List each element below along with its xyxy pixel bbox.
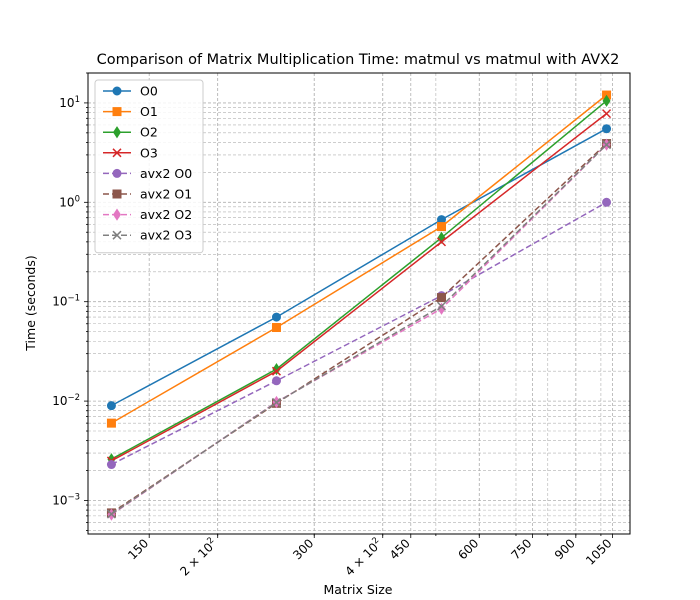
x-tick-label: 750 (508, 536, 534, 562)
legend-marker (112, 168, 122, 178)
legend-item: O1 (103, 104, 158, 119)
marker-stroke (436, 237, 447, 247)
plot-frame (87, 72, 631, 535)
legend-label: avx2 O2 (140, 207, 192, 222)
series-line (111, 201, 607, 466)
legend-item: O0 (103, 84, 158, 99)
data-point (271, 323, 281, 333)
legend-label: avx2 O3 (140, 228, 192, 243)
y-tick-label-exponent: −3 (67, 492, 80, 502)
y-tick-label: 10−3 (52, 492, 80, 507)
legend-item: avx2 O3 (103, 228, 192, 243)
marker-stroke (271, 397, 282, 407)
data-point (271, 366, 282, 376)
y-tick-label: 10−2 (52, 393, 80, 408)
y-tick-label: 10−1 (52, 294, 80, 309)
legend-marker (112, 189, 122, 199)
legend-label: O2 (140, 125, 158, 140)
series-o0 (106, 124, 612, 411)
data-point (271, 376, 281, 386)
data-point (106, 460, 116, 470)
data-point (436, 301, 447, 311)
legend-item: O2 (103, 125, 158, 140)
legend-item: avx2 O2 (103, 207, 192, 222)
x-tick-label: 2 × 102 (177, 536, 220, 579)
data-point (602, 140, 612, 150)
x-tick-label: 450 (387, 536, 413, 562)
y-tick-label: 101 (59, 95, 80, 110)
legend-marker (113, 126, 121, 139)
x-tick-label-exponent: 2 (205, 536, 216, 547)
data-point (437, 293, 447, 303)
legend-marker (112, 148, 122, 158)
y-tick-label-exponent: 0 (75, 194, 80, 204)
y-tick-label-exponent: 1 (75, 95, 80, 105)
legend-label: avx2 O1 (140, 187, 192, 202)
x-tick-label-exponent: 2 (370, 536, 381, 547)
x-axis-label: Matrix Size (324, 582, 393, 597)
y-tick-label-exponent: −1 (67, 294, 80, 304)
x-tick-label: 1050 (583, 536, 614, 567)
grid (88, 72, 630, 534)
chart-title: Comparison of Matrix Multiplication Time… (97, 52, 620, 68)
marker-stroke (112, 148, 122, 158)
marker-stroke (436, 301, 447, 311)
marker-stroke (602, 109, 612, 119)
legend-item: O3 (103, 145, 158, 160)
data-point (437, 222, 447, 232)
legend-marker (112, 107, 122, 117)
legend: O0 O1 O2 O3 avx2 O0 avx2 O1 avx2 O2 avx2 O3 (94, 79, 204, 254)
data-point (602, 124, 612, 134)
data-point (271, 312, 281, 322)
legend-label: O1 (140, 104, 158, 119)
data-point (106, 401, 116, 411)
marker-stroke (112, 230, 122, 240)
data-point (602, 109, 612, 119)
series-line (111, 113, 607, 462)
data-point (436, 237, 447, 247)
legend-label: O3 (140, 145, 158, 160)
x-tick-label: 600 (455, 536, 481, 562)
marker-stroke (271, 366, 282, 376)
legend-box (94, 79, 204, 254)
legend-marker (112, 230, 122, 240)
legend-marker (113, 208, 121, 221)
data-point (602, 94, 611, 107)
legend-item: avx2 O1 (103, 187, 192, 202)
y-tick-label-exponent: −2 (67, 393, 80, 403)
x-tick-label: 4 × 102 (342, 536, 385, 579)
marker-stroke (602, 140, 612, 150)
x-tick-label: 300 (290, 536, 316, 562)
data-point (106, 418, 116, 428)
series-line (111, 128, 607, 407)
x-tick-label: 900 (552, 536, 578, 562)
series-layer (106, 90, 612, 521)
legend-item: avx2 O0 (103, 166, 192, 181)
data-point (602, 197, 612, 207)
legend-label: avx2 O0 (140, 166, 192, 181)
series-avx2-o3 (106, 140, 612, 519)
y-axis-label: Time (seconds) (23, 255, 38, 351)
x-tick-label: 150 (125, 536, 151, 562)
data-point (271, 397, 282, 407)
marker-stroke (106, 509, 116, 519)
data-point (106, 509, 116, 519)
series-line (111, 100, 607, 460)
series-line (111, 94, 607, 424)
legend-marker (112, 86, 122, 96)
legend-label: O0 (140, 84, 158, 99)
series-line (110, 144, 608, 515)
y-tick-label: 100 (59, 194, 80, 209)
